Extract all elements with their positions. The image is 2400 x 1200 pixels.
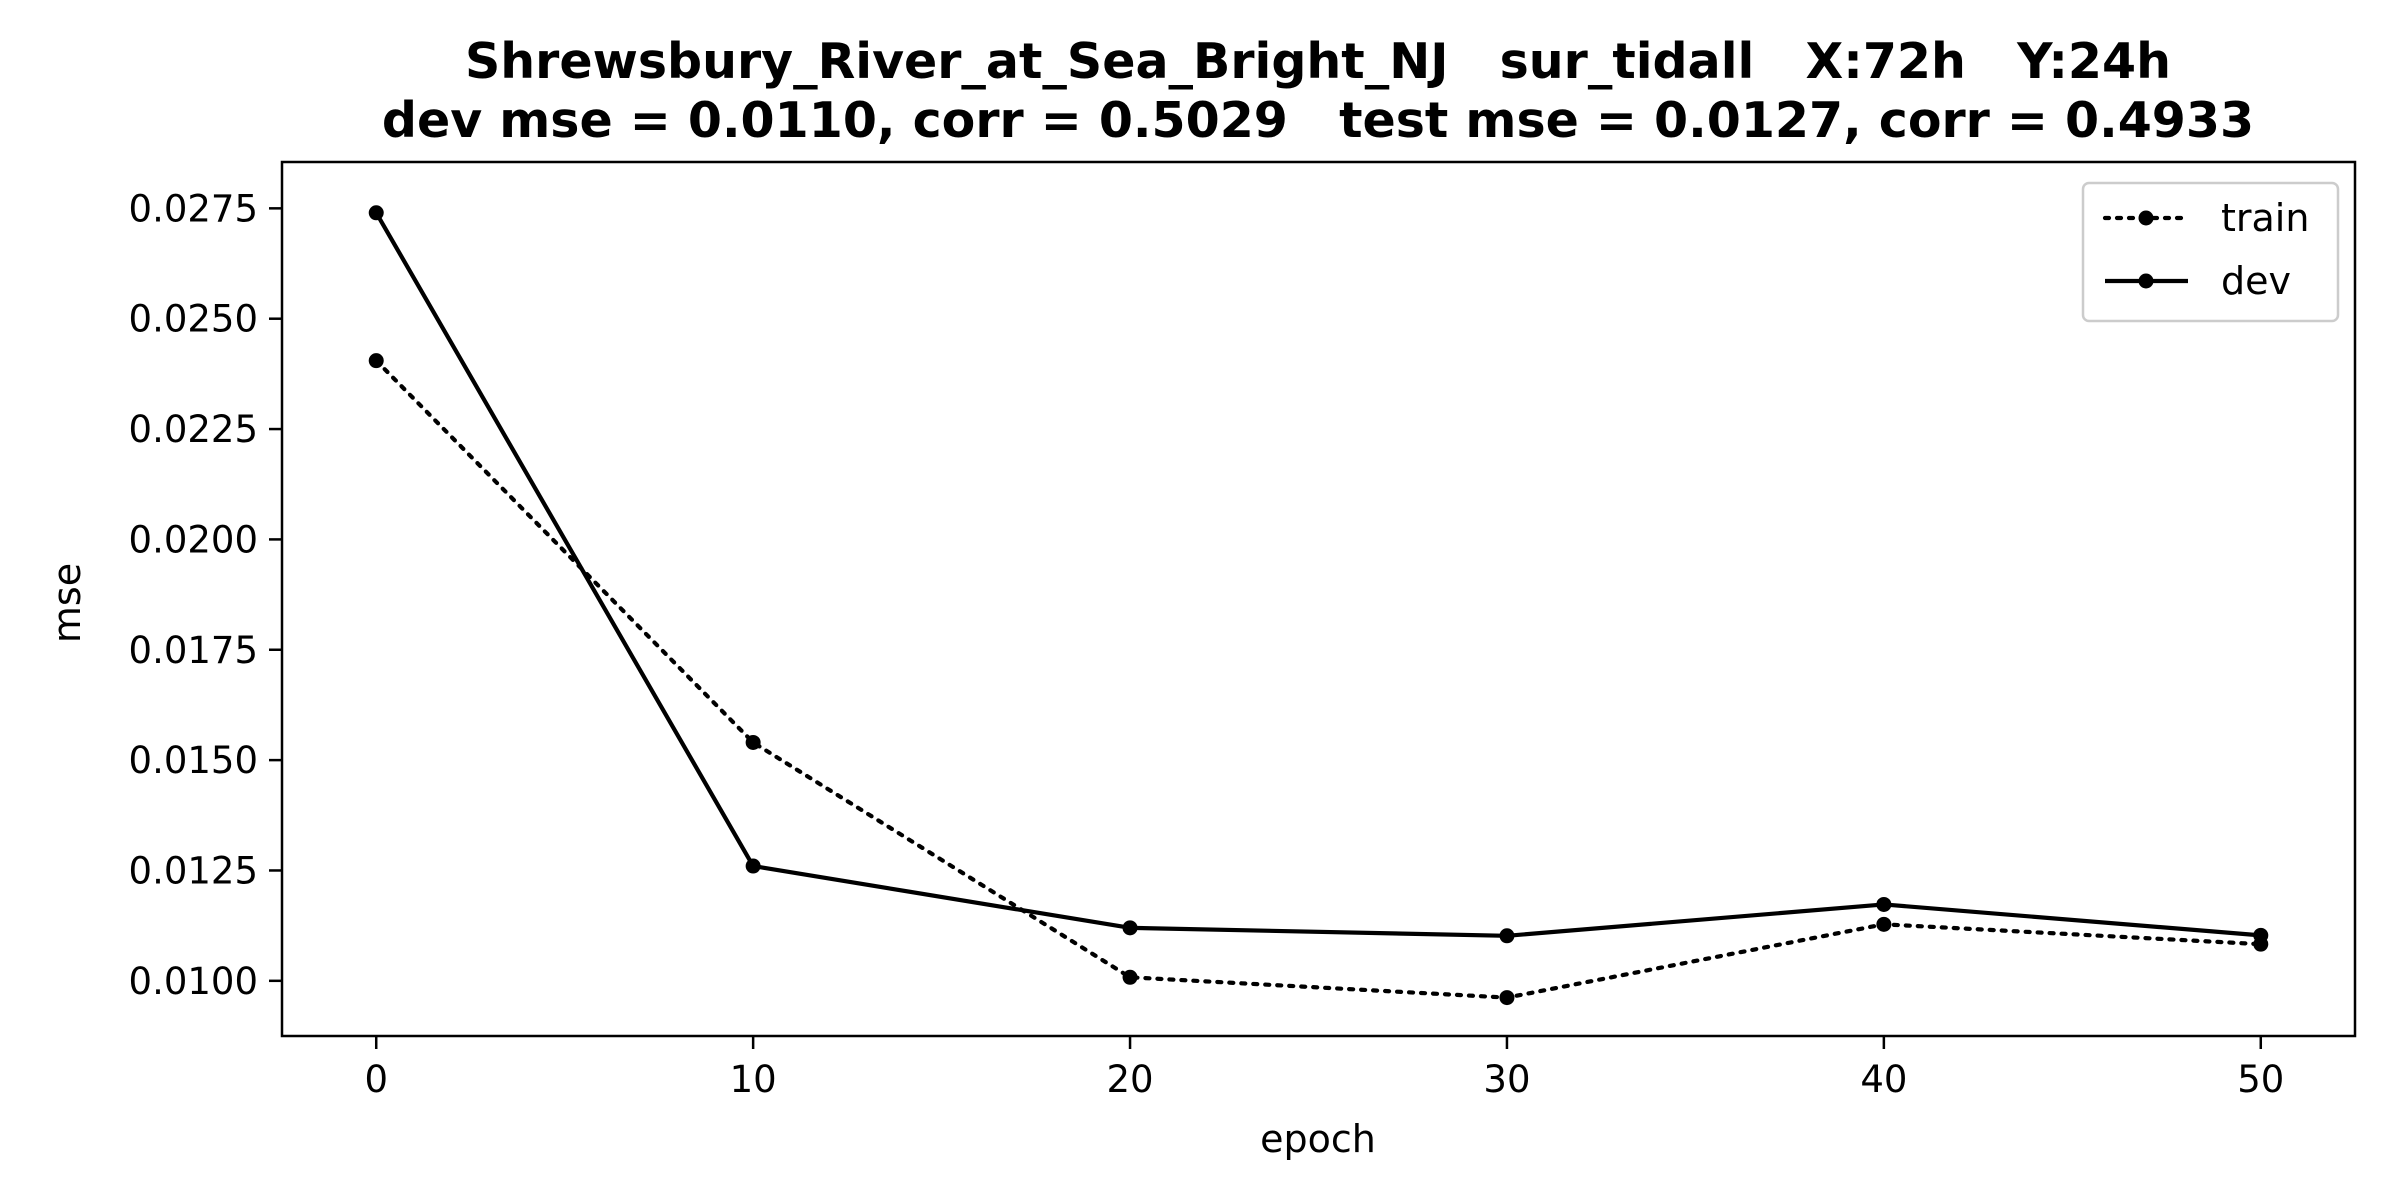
- legend-label-dev: dev: [2221, 259, 2291, 303]
- y-tick-label: 0.0150: [129, 739, 258, 782]
- legend-label-train: train: [2221, 196, 2309, 240]
- y-tick-label: 0.0225: [129, 408, 258, 451]
- data-point-train: [745, 734, 761, 750]
- chart-title: Shrewsbury_River_at_Sea_Bright_NJ sur_ti…: [465, 33, 2171, 90]
- y-tick-label: 0.0100: [129, 960, 258, 1003]
- chart-subtitle: dev mse = 0.0110, corr = 0.5029 test mse…: [382, 92, 2254, 149]
- plot-area: 0 10 20 30 40 50 0.0100 0.0125 0.0150 0.0175 0.020…: [129, 160, 2357, 1101]
- x-tick-label: 50: [2237, 1058, 2284, 1101]
- plot-frame: [280, 160, 2357, 1038]
- y-axis-label: mse: [45, 563, 89, 643]
- data-point-dev: [1499, 928, 1515, 944]
- legend-marker-dev: [2138, 273, 2154, 289]
- data-point-train: [1876, 916, 1892, 932]
- legend: train dev: [2081, 181, 2340, 323]
- x-axis-label: epoch: [1260, 1117, 1376, 1161]
- series-line-dev: [374, 211, 2261, 938]
- data-point-train: [1499, 990, 1515, 1006]
- series-line-train: [374, 358, 2263, 1000]
- y-tick-label: 0.0250: [129, 298, 258, 341]
- x-tick-label: 0: [364, 1058, 388, 1101]
- x-tick-label: 10: [730, 1058, 777, 1101]
- data-point-train: [1122, 969, 1138, 985]
- y-tick-label: 0.0200: [129, 518, 258, 561]
- x-tick-label: 20: [1106, 1058, 1153, 1101]
- data-point-dev: [1122, 920, 1138, 936]
- x-tick-label: 30: [1483, 1058, 1530, 1101]
- y-tick-label: 0.0125: [129, 849, 258, 892]
- x-tick-label: 40: [1860, 1058, 1907, 1101]
- data-point-dev: [368, 205, 384, 221]
- data-point-dev: [2253, 927, 2269, 943]
- legend-marker-train: [2138, 210, 2154, 226]
- data-point-train: [368, 353, 384, 369]
- data-point-dev: [1876, 896, 1892, 912]
- y-tick-label: 0.0275: [129, 187, 258, 230]
- y-tick-label: 0.0175: [129, 629, 258, 672]
- data-point-dev: [745, 858, 761, 874]
